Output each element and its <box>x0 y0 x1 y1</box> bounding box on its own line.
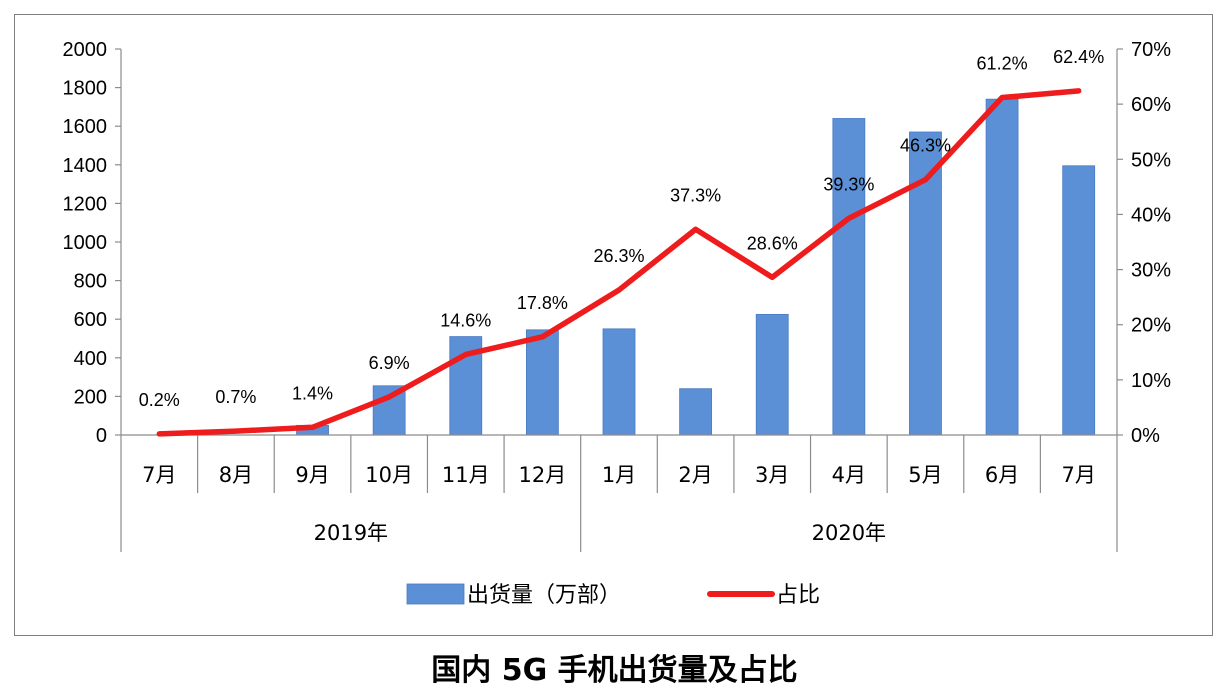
x-tick-label: 10月 <box>365 463 413 487</box>
y-right-tick-label: 0% <box>1131 425 1160 447</box>
chart-frame: 0 200 400 600 800 1000 1200 1400 1600 1800 2000 0% 1… <box>14 14 1213 636</box>
x-tick-label: 3月 <box>755 463 789 487</box>
x-tick-label: 12月 <box>519 463 567 487</box>
bar-5 <box>525 329 559 436</box>
share-data-label-1: 0.7% <box>215 387 256 407</box>
y-right-tick-label: 70% <box>1131 39 1171 61</box>
bar-11 <box>985 98 1019 436</box>
share-data-label-0: 0.2% <box>139 390 180 410</box>
share-data-label-8: 28.6% <box>747 233 798 253</box>
y-left-tick-label: 200 <box>74 386 107 408</box>
y-left-tick-label: 1400 <box>63 155 108 177</box>
y-left-tick-label: 800 <box>74 271 107 293</box>
x-tick-label: 7月 <box>1062 463 1096 487</box>
y-right-tick-label: 50% <box>1131 149 1171 171</box>
legend-line-label: 占比 <box>776 583 820 608</box>
share-line <box>156 88 1082 437</box>
x-tick-label: 11月 <box>442 463 490 487</box>
share-data-label-9: 39.3% <box>823 174 874 194</box>
y-left-tick-label: 2000 <box>63 39 108 61</box>
y-left-tick-label: 1000 <box>63 232 108 254</box>
y-right-tick-label: 10% <box>1131 370 1171 392</box>
y-right-tick-label: 30% <box>1131 260 1171 282</box>
chart-caption: 国内 5G 手机出货量及占比 <box>431 653 798 688</box>
share-data-label-3: 6.9% <box>369 353 410 373</box>
x-tick-label: 5月 <box>908 463 942 487</box>
share-data-label-10: 46.3% <box>900 136 951 156</box>
legend-bar-label: 出货量（万部） <box>467 583 621 608</box>
chart-svg: 0 200 400 600 800 1000 1200 1400 1600 1800 2000 0% 1… <box>63 39 1172 608</box>
y-left-tick-label: 1200 <box>63 193 108 215</box>
share-data-label-4: 14.6% <box>440 310 491 330</box>
share-data-label-5: 17.8% <box>517 293 568 313</box>
bar-8 <box>755 313 789 436</box>
y-left-tick-label: 0 <box>96 425 107 447</box>
share-data-label-12: 62.4% <box>1053 47 1104 67</box>
bar-6 <box>602 328 636 436</box>
y-left-tick-label: 400 <box>74 348 107 370</box>
bar-7 <box>679 388 713 436</box>
legend-bar-swatch <box>406 583 465 605</box>
x-tick-label: 7月 <box>142 463 176 487</box>
y-left-tick-label: 600 <box>74 309 107 331</box>
x-group-label: 2020年 <box>812 521 886 545</box>
bar-12 <box>1062 165 1096 436</box>
x-tick-label: 4月 <box>832 463 866 487</box>
x-group-label: 2019年 <box>314 521 388 545</box>
share-data-label-7: 37.3% <box>670 185 721 205</box>
y-right-tick-label: 40% <box>1131 204 1171 226</box>
x-tick-label: 6月 <box>985 463 1019 487</box>
y-left-tick-label: 1600 <box>63 116 108 138</box>
share-data-label-2: 1.4% <box>292 383 333 403</box>
share-data-label-11: 61.2% <box>977 54 1028 74</box>
y-left-tick-label: 1800 <box>63 78 108 100</box>
bar-9 <box>832 118 866 436</box>
x-tick-label: 9月 <box>295 463 329 487</box>
y-right-tick-label: 20% <box>1131 315 1171 337</box>
share-data-label-6: 26.3% <box>593 246 644 266</box>
x-tick-label: 2月 <box>678 463 712 487</box>
x-tick-label: 8月 <box>219 463 253 487</box>
x-tick-label: 1月 <box>602 463 636 487</box>
y-right-tick-label: 60% <box>1131 94 1171 116</box>
